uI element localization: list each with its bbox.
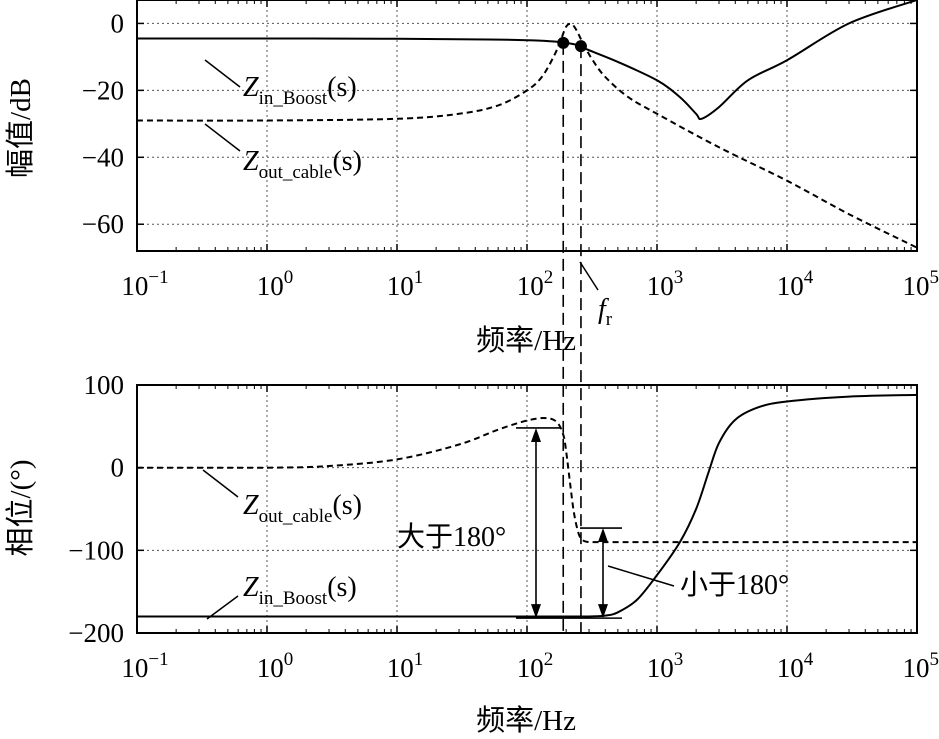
z-out-cable-label-top: Zout_cable(s)	[243, 146, 362, 183]
magnitude-grid	[136, 0, 918, 251]
magnitude-tick-labels: 10−1 100 101 102 103 104 105 0 −20 −40 −60	[82, 8, 939, 301]
x-tick-label: 103	[647, 267, 684, 301]
series-line-z-in-boost	[137, 0, 917, 121]
magnitude-y-label: 幅值/dB	[4, 78, 37, 178]
resonance-overlay	[516, 42, 622, 633]
magnitude-plot: 10−1 100 101 102 103 104 105 0 −20 −40 −60 幅值/dB Z…	[4, 0, 939, 357]
x-tick-label: 104	[777, 267, 814, 301]
x-tick-label: 105	[903, 649, 939, 683]
z-out-cable-leader-line	[204, 123, 241, 152]
y-tick-label: 0	[111, 8, 125, 38]
x-tick-label: 101	[387, 267, 424, 301]
fr-label: fr	[598, 294, 613, 330]
magnitude-curves	[137, 0, 917, 249]
y-tick-label: −100	[68, 535, 124, 565]
magnitude-x-label: 频率/Hz	[476, 324, 576, 357]
less-than-180-leader-line	[607, 565, 675, 587]
x-tick-label: 104	[777, 649, 814, 683]
magnitude-plot-frame	[136, 0, 918, 252]
phase-plot: 10−1 100 101 102 103 104 105 100 0 −100 −200 相位/(°…	[4, 370, 939, 737]
z-out-cable-leader-line-bottom	[202, 469, 239, 498]
z-in-boost-leader-line-bottom	[206, 595, 239, 620]
y-tick-label: −60	[82, 209, 124, 239]
x-tick-label: 102	[517, 649, 554, 683]
phase-tick-labels: 10−1 100 101 102 103 104 105 100 0 −100 −200	[68, 370, 939, 683]
x-tick-label: 101	[387, 649, 424, 683]
y-tick-label: −20	[82, 75, 124, 105]
x-tick-label: 103	[647, 649, 684, 683]
phase-x-label: 频率/Hz	[476, 704, 576, 737]
less-than-180-arrow-head-top	[598, 528, 608, 543]
z-in-boost-label-bottom: Zin_Boost(s)	[243, 572, 357, 609]
greater-than-180-label: 大于180°	[397, 521, 506, 553]
less-than-180-arrow-head-bottom	[598, 604, 608, 619]
x-tick-label: 10−1	[121, 649, 168, 683]
x-tick-label: 102	[517, 267, 554, 301]
z-in-boost-leader-line	[204, 59, 241, 88]
z-in-boost-label-top: Zin_Boost(s)	[243, 72, 357, 109]
y-tick-label: −40	[82, 142, 124, 172]
series-line-z-out-cable	[137, 417, 917, 544]
x-tick-label: 10−1	[121, 267, 168, 301]
x-tick-label: 100	[257, 267, 294, 301]
z-out-cable-label-bottom: Zout_cable(s)	[243, 490, 362, 527]
phase-curves	[137, 393, 917, 618]
greater-than-180-arrow-head-top	[531, 427, 541, 442]
greater-than-180-arrow-head-bottom	[531, 604, 541, 619]
phase-plot-frame	[136, 384, 918, 634]
fr-leader-line	[579, 261, 599, 291]
phase-y-label: 相位/(°)	[4, 460, 37, 557]
y-tick-label: −200	[68, 618, 124, 648]
y-tick-label: 0	[111, 453, 125, 483]
series-line-z-in-boost	[137, 393, 917, 618]
x-tick-label: 105	[903, 267, 939, 301]
x-tick-label: 100	[257, 649, 294, 683]
series-line-z-out-cable	[137, 22, 917, 249]
y-tick-label: 100	[84, 370, 125, 400]
less-than-180-label: 小于180°	[680, 570, 789, 601]
